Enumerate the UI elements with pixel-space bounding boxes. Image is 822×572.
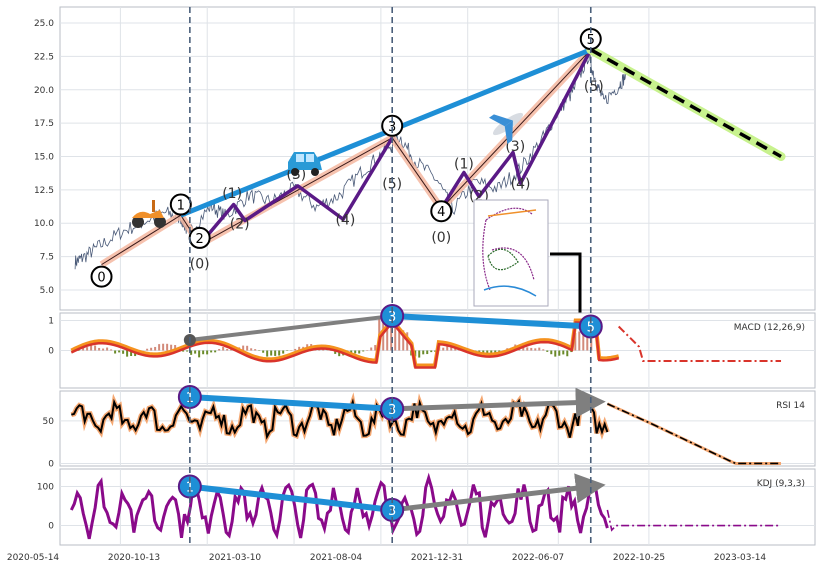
x-tick-label: 2020-10-13 [108, 553, 160, 563]
y-tick-label: 7.5 [40, 253, 54, 263]
y-tick-label: 1 [48, 317, 54, 327]
wave-label-circle [430, 200, 453, 223]
kdj-trend-line [189, 483, 393, 513]
rsi-trend-line [189, 393, 393, 412]
wave-label-text: 2 [196, 232, 204, 247]
wave-sub-label: (0) [431, 230, 451, 246]
minor-wave-line [198, 136, 394, 246]
y-tick-label: 5.0 [40, 286, 55, 296]
airplane-icon [488, 112, 524, 144]
y-tick-label: 15.0 [34, 152, 54, 162]
scooter-icon [132, 200, 166, 228]
y-tick-label: 0 [48, 459, 54, 469]
wave-label-circle [169, 193, 192, 216]
macd-line [70, 320, 620, 369]
x-tick-label: 2021-08-04 [310, 553, 363, 563]
x-tick-label: 2023-03-14 [714, 553, 767, 563]
rsi-projection-halo [606, 402, 782, 465]
wave-label-text: 0 [97, 271, 105, 286]
y-tick-label: 10.0 [34, 219, 54, 229]
rsi-panel: 50013 [43, 384, 816, 469]
macd-label: MACD (12,26,9) [734, 323, 805, 333]
kdj-projection-line [606, 509, 782, 532]
y-tick-label: 25.0 [34, 19, 54, 29]
wave-label-circle [381, 114, 404, 137]
car-icon [288, 152, 322, 176]
wave-label-circle [90, 265, 113, 288]
minor-wave-line [439, 48, 593, 210]
wave-sub-label: (0) [190, 257, 210, 273]
x-tick-label: 2021-03-10 [209, 553, 262, 563]
x-tick-label: 2021-12-31 [411, 553, 463, 563]
y-tick-label: 17.5 [34, 119, 54, 129]
macd-divergence-gray [189, 314, 393, 342]
wave-sub-label: (5) [584, 79, 604, 95]
rsi-divergence-gray [392, 387, 606, 418]
price-series-line [74, 52, 627, 270]
price-panel: 5.07.510.012.515.017.520.022.525.0012345… [34, 6, 816, 334]
price-frame [59, 6, 816, 311]
x-tick-label: 2020-05-14 [7, 553, 60, 563]
wave-sub-label: (2) [230, 217, 250, 233]
wave-label-text: 1 [177, 199, 185, 214]
y-tick-label: 0 [48, 347, 54, 357]
wave-sub-label: (4) [511, 177, 531, 193]
x-axis: 2020-05-14 2020-10-13 2021-03-10 2021-08-04… [7, 553, 767, 563]
rsi-label: RSI 14 [776, 401, 805, 411]
forecast-line [589, 48, 782, 159]
y-tick-label: 50 [43, 417, 55, 427]
wave-sub-label: (3) [505, 139, 525, 155]
y-tick-label: 22.5 [34, 52, 54, 62]
wave-sub-label: (5) [382, 177, 402, 193]
kdj-panel: 100013 [37, 468, 816, 546]
kdj-divergence-gray [391, 473, 606, 513]
wave-sub-label: (1) [222, 186, 242, 202]
x-tick-label: 2022-10-25 [613, 553, 665, 563]
macd-trend-line [392, 313, 591, 330]
y-tick-label: 20.0 [34, 86, 54, 96]
y-tick-label: 100 [37, 483, 54, 493]
macd-projection-line [617, 325, 782, 362]
macd-signal-line [70, 317, 620, 368]
inset-connector-line [550, 252, 582, 334]
y-tick-label: 12.5 [34, 186, 54, 196]
wave-sub-label: (1) [454, 157, 474, 173]
major-wave-line [101, 49, 592, 266]
macd-panel: 1035 [48, 304, 816, 389]
wave-sub-label: (4) [335, 213, 355, 229]
x-tick-label: 2022-06-07 [512, 553, 564, 563]
y-tick-label: 0 [48, 522, 54, 532]
wave-label-text: 4 [437, 205, 445, 220]
inset-wave-diagram [473, 199, 549, 307]
kdj-label: KDJ (9,3,3) [757, 479, 805, 489]
